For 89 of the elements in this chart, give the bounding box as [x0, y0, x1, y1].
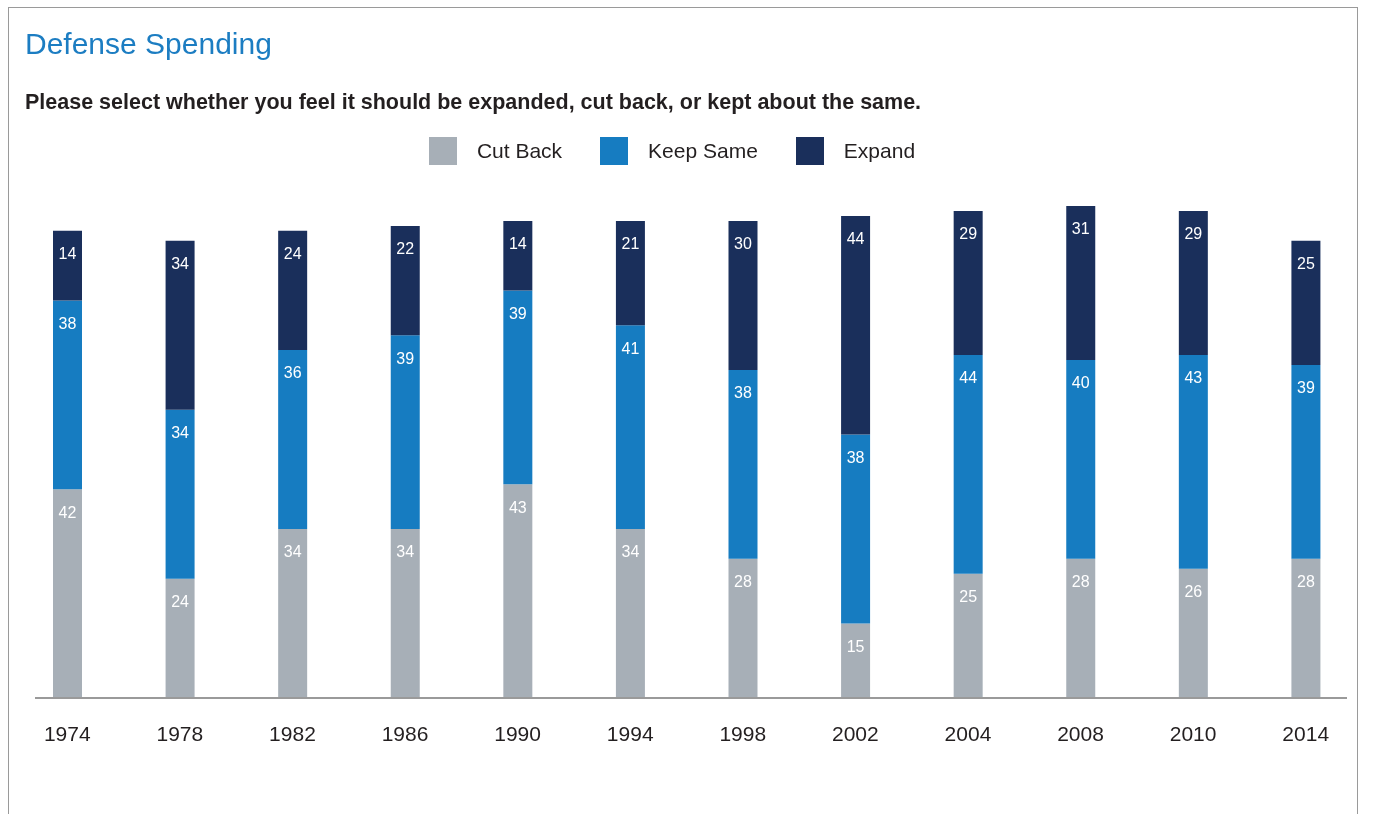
bar [728, 220, 758, 370]
x-tick-label: 1974 [43, 721, 91, 745]
data-label: 25 [1297, 255, 1315, 273]
data-label: 44 [959, 369, 978, 387]
bar [953, 573, 983, 698]
chart-subtitle: Please select whether you feel it should be expanded, cut back, or kept about the same. [25, 89, 922, 115]
bar [278, 350, 308, 530]
bar [390, 335, 420, 530]
x-tick-label: 1990 [494, 721, 541, 745]
data-label: 43 [1184, 369, 1203, 387]
bar [503, 290, 533, 485]
data-label: 30 [734, 235, 752, 253]
data-label: 31 [1071, 220, 1090, 238]
bar [841, 434, 871, 624]
data-label: 28 [734, 573, 752, 591]
data-label: 34 [171, 424, 190, 442]
chart-title: Defense Spending [25, 27, 272, 61]
bar [53, 300, 82, 490]
data-label: 34 [171, 255, 190, 273]
data-label: 34 [283, 543, 302, 561]
data-label: 24 [171, 593, 190, 611]
bar [1178, 210, 1208, 356]
bar [841, 215, 871, 435]
bar [53, 489, 82, 698]
bar [390, 225, 420, 336]
bar [953, 355, 983, 574]
data-label: 34 [396, 543, 415, 561]
data-label: 14 [508, 235, 527, 253]
legend-label: Expand [843, 139, 916, 162]
data-label: 38 [734, 384, 752, 402]
bar [53, 230, 82, 301]
x-tick-label: 2002 [832, 721, 879, 745]
bar [1066, 360, 1096, 559]
x-tick-label: 2004 [944, 721, 992, 745]
bar [278, 230, 308, 351]
data-label: 38 [846, 448, 865, 466]
data-label: 34 [621, 543, 640, 561]
bar [615, 220, 645, 326]
bar [728, 558, 758, 698]
bar [1066, 558, 1096, 698]
data-label: 28 [1297, 573, 1315, 591]
data-label: 39 [1297, 379, 1315, 397]
data-label: 38 [58, 314, 77, 332]
data-label: 39 [508, 304, 527, 322]
x-tick-label: 1994 [606, 721, 654, 745]
data-label: 22 [396, 240, 415, 258]
bar [165, 240, 195, 410]
data-label: 14 [58, 245, 77, 263]
data-label: 25 [959, 588, 978, 606]
bar [278, 529, 308, 698]
bar [615, 325, 645, 530]
x-tick-label: 1982 [269, 721, 316, 745]
data-label: 39 [396, 349, 415, 367]
bar [1178, 568, 1208, 698]
data-label: 42 [58, 503, 77, 521]
bar [503, 484, 533, 698]
data-label: 21 [621, 235, 640, 253]
x-tick-label: 2010 [1169, 721, 1217, 745]
data-label: 41 [621, 339, 640, 357]
data-label: 43 [508, 498, 527, 516]
bar [165, 409, 195, 579]
x-tick-label: 2008 [1057, 721, 1104, 745]
x-tick-label: 1986 [381, 721, 429, 745]
bar [728, 370, 758, 559]
data-label: 28 [1071, 573, 1090, 591]
data-label: 15 [846, 637, 865, 655]
x-tick-label: 1998 [719, 721, 767, 745]
x-tick-label: 1978 [156, 721, 204, 745]
bar [165, 578, 195, 698]
bar [841, 623, 871, 698]
bar [1291, 558, 1321, 698]
bar [1178, 355, 1208, 569]
data-label: 29 [959, 225, 978, 243]
x-tick-label: 2014 [1282, 721, 1330, 745]
bar [1066, 206, 1096, 361]
data-label: 29 [1184, 225, 1203, 243]
data-label: 24 [283, 245, 302, 263]
data-label: 36 [283, 364, 302, 382]
data-label: 26 [1184, 583, 1203, 601]
data-label: 40 [1071, 374, 1090, 392]
data-label: 44 [846, 230, 865, 248]
bar [1291, 240, 1321, 366]
bar [953, 210, 983, 356]
bar [503, 220, 533, 291]
legend-label: Cut Back [476, 139, 563, 162]
bar [1291, 365, 1321, 559]
bar [390, 529, 420, 698]
bar [615, 529, 645, 698]
legend-label: Keep Same [648, 139, 758, 162]
